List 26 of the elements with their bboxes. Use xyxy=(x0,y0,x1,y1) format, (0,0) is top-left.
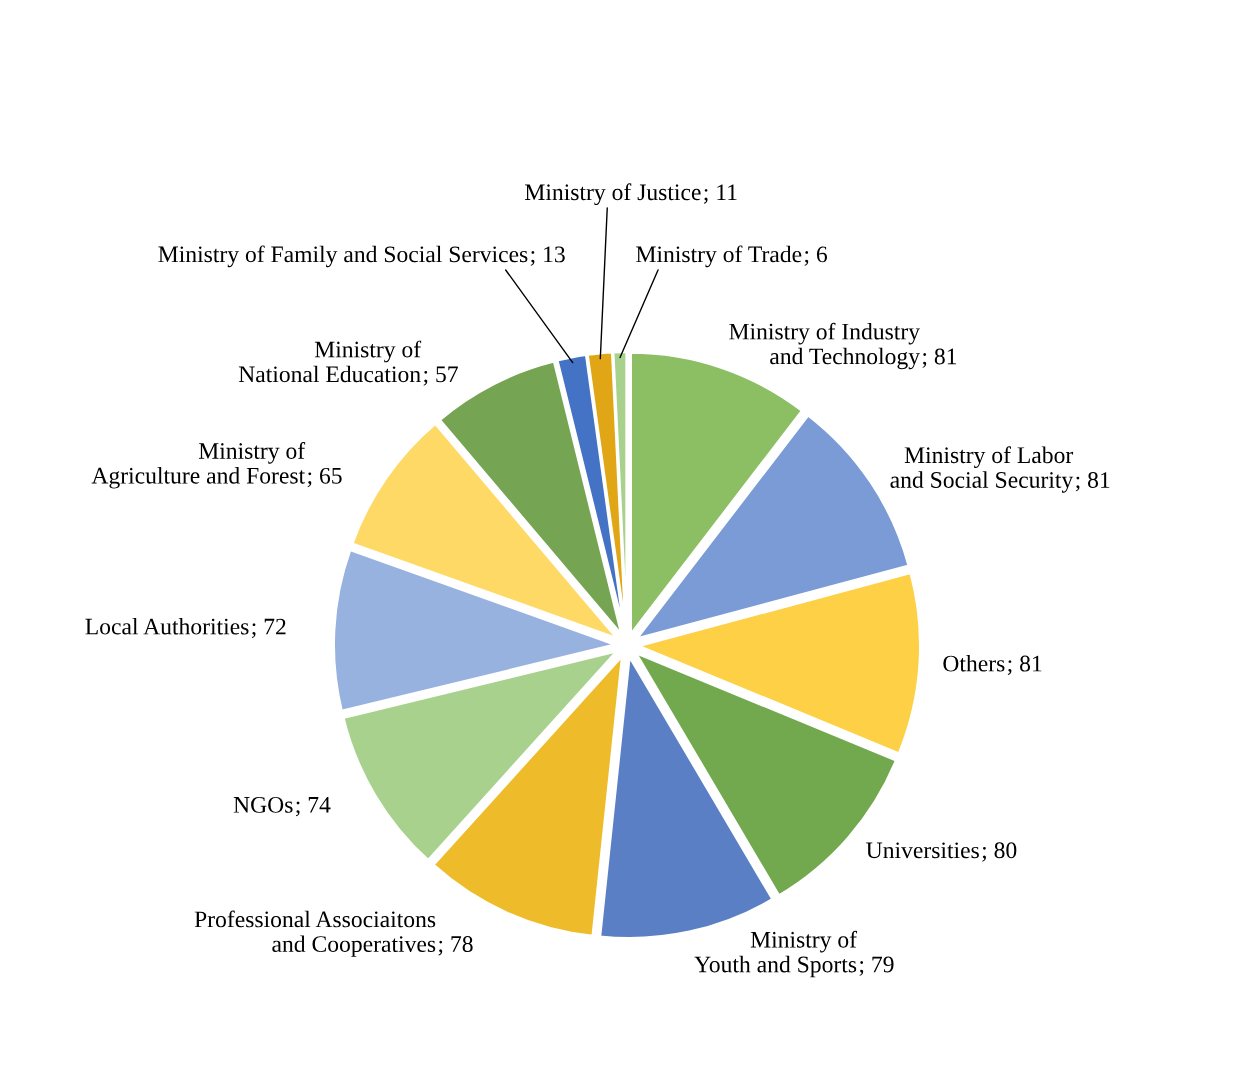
slice-label: Ministry of Youth and Sports xyxy=(694,930,858,978)
data-label: ; 79 xyxy=(859,956,894,976)
data-label: ; 13 xyxy=(530,246,565,266)
slice-label: Ministry of Justice xyxy=(525,183,701,206)
slice-label: Ministry of Trade xyxy=(636,245,802,268)
data-label: ; 74 xyxy=(296,797,331,817)
slice-label: Ministry of Labor and Social Security xyxy=(890,446,1074,493)
slice-label: Universities xyxy=(866,842,979,859)
slice-label: Professional Associaitons and Cooperatives xyxy=(194,910,436,957)
slice-label: Others xyxy=(943,654,1005,672)
slice-label: Local Authorities xyxy=(85,617,249,635)
data-label: ; 80 xyxy=(982,842,1017,862)
data-label: ; 6 xyxy=(804,246,828,266)
data-label: ; 11 xyxy=(704,184,737,204)
data-label: ; 81 xyxy=(1075,472,1110,492)
slice-label: Ministry of Industry and Technology xyxy=(729,322,920,370)
data-label: ; 65 xyxy=(307,467,342,488)
slice-label: Ministry of National Education xyxy=(238,340,422,383)
data-label: ; 81 xyxy=(1007,655,1042,675)
data-label: ; 72 xyxy=(251,618,286,638)
data-label: ; 78 xyxy=(438,936,473,956)
data-label: ; 57 xyxy=(423,366,458,386)
slice-label: Ministry of Agriculture and Forest xyxy=(91,442,306,489)
slice-label: NGOs xyxy=(233,796,293,813)
slice-label: Ministry of Family and Social Services xyxy=(158,245,528,268)
data-label: ; 81 xyxy=(922,348,957,368)
